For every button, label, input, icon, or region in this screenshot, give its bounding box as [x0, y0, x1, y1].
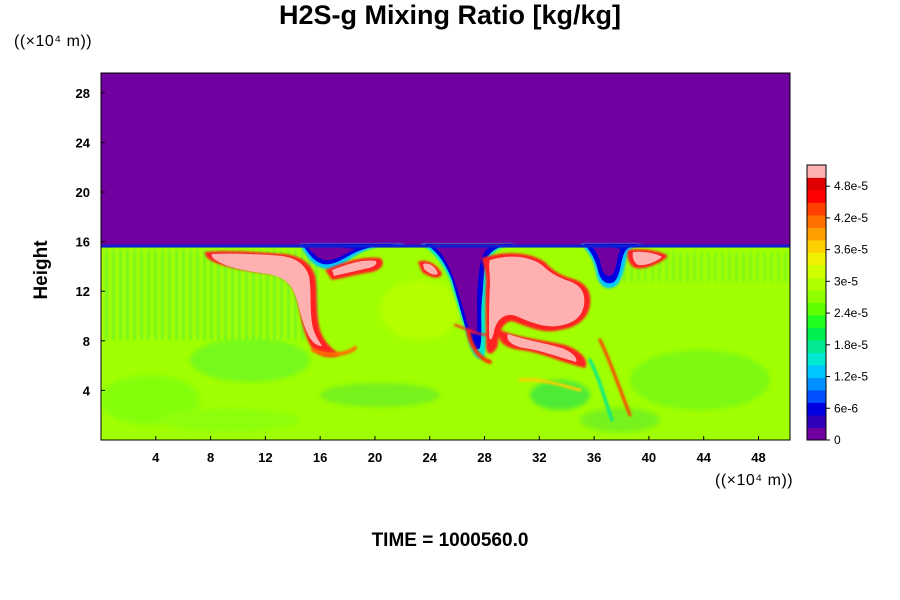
- colorbar-swatch: [807, 352, 826, 366]
- colorbar-swatch: [807, 202, 826, 216]
- mixing-ratio-field: [101, 73, 790, 440]
- colorbar-label: 2.4e-5: [834, 306, 868, 320]
- y-axis-ticks: 4 8 12 16 20 24 28: [76, 86, 105, 398]
- colorbar-swatch: [807, 427, 826, 441]
- colorbar-label: 0: [834, 433, 841, 447]
- colorbar-swatch: [807, 315, 826, 328]
- colorbar-swatch: [807, 165, 826, 178]
- colorbar-swatch: [807, 290, 826, 303]
- x-tick-label: 44: [696, 450, 711, 465]
- colorbar-label: 3.6e-5: [834, 243, 868, 257]
- colorbar-swatch: [807, 302, 826, 316]
- colorbar-label: 1.8e-5: [834, 338, 868, 352]
- high-concentration-plumes: [204, 249, 668, 368]
- colorbar-swatch: [807, 390, 826, 403]
- x-axis-ticks: 4 8 12 16 20 24 28 32 36 40 44 48: [152, 436, 766, 465]
- colorbar-swatch: [807, 340, 826, 353]
- colorbar-swatch: [807, 190, 826, 203]
- lower-turbulence: [101, 280, 770, 432]
- colorbar: 0 6e-6 1.2e-5 1.8e-5 2.4e-5 3e-5 3.6e-5 4.2e-5 4…: [806, 164, 868, 447]
- x-tick-label: 32: [532, 450, 546, 465]
- x-tick-label: 12: [258, 450, 272, 465]
- x-tick-label: 36: [587, 450, 601, 465]
- x-tick-label: 8: [207, 450, 214, 465]
- colorbar-label: 1.2e-5: [834, 370, 868, 384]
- tropopause-intrusions: [300, 244, 645, 360]
- x-tick-label: 40: [642, 450, 656, 465]
- colorbar-label: 4.2e-5: [834, 211, 868, 225]
- y-tick-label: 28: [76, 86, 90, 101]
- colorbar-swatch: [807, 327, 826, 341]
- x-tick-label: 4: [152, 450, 160, 465]
- y-axis-unit-text: (×10⁴ m): [19, 33, 87, 50]
- upper-region-fill: [101, 73, 790, 247]
- y-axis-unit: ((×10⁴ m)): [14, 33, 93, 50]
- y-tick-label: 16: [76, 235, 90, 250]
- y-tick-label: 12: [76, 284, 90, 299]
- lower-streaks: [311, 324, 632, 422]
- colorbar-swatch: [807, 177, 826, 191]
- x-axis-unit: ((×10⁴ m)): [715, 472, 794, 489]
- x-tick-label: 28: [477, 450, 491, 465]
- y-tick-label: 24: [76, 135, 91, 150]
- y-tick-label: 8: [83, 334, 90, 349]
- colorbar-swatch: [807, 402, 826, 416]
- colorbar-label: 6e-6: [834, 401, 858, 415]
- colorbar-label: 4.8e-5: [834, 179, 868, 193]
- x-tick-label: 24: [423, 450, 438, 465]
- domain-boundary-line: [101, 244, 790, 248]
- colorbar-swatch: [807, 415, 826, 428]
- colorbar-swatch: [807, 377, 826, 391]
- y-tick-label: 4: [83, 383, 91, 398]
- colorbar-swatch: [807, 277, 826, 291]
- colorbar-label: 3e-5: [834, 274, 858, 288]
- colorbar-swatch: [807, 265, 826, 278]
- x-tick-label: 20: [368, 450, 382, 465]
- x-axis-unit-text: (×10⁴ m): [720, 472, 788, 489]
- colorbar-swatch: [807, 240, 826, 253]
- x-tick-label: 16: [313, 450, 327, 465]
- colorbar-swatch: [807, 252, 826, 266]
- chart-title: H2S-g Mixing Ratio [kg/kg]: [278, 0, 621, 30]
- x-tick-label: 48: [751, 450, 765, 465]
- y-tick-label: 20: [76, 185, 90, 200]
- time-label: TIME = 1000560.0: [371, 530, 529, 551]
- colorbar-swatch: [807, 227, 826, 241]
- colorbar-frame: [806, 164, 827, 441]
- colorbar-swatch: [807, 365, 826, 378]
- plot-frame: [100, 72, 791, 441]
- colorbar-swatch: [807, 215, 826, 228]
